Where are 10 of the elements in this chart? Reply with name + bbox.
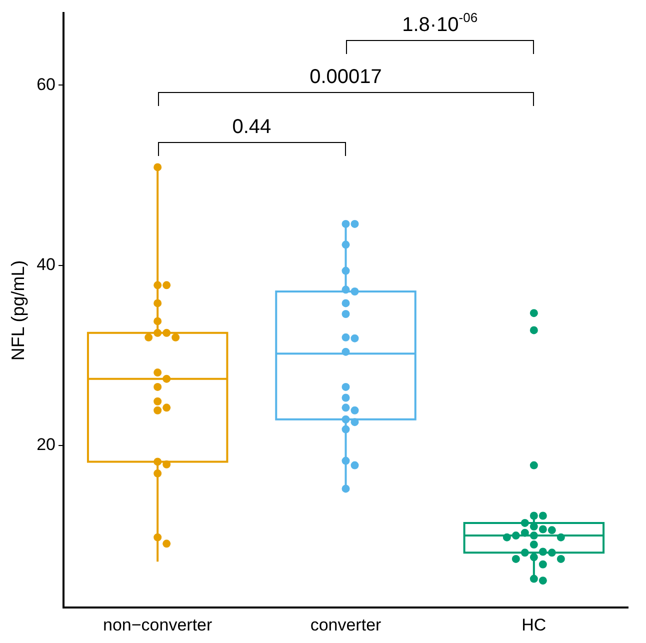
x-tick-label: converter (310, 615, 382, 634)
x-tick-label: non−converter (103, 615, 213, 634)
y-tick-label: 60 (36, 74, 56, 94)
y-tick-label: 40 (36, 255, 56, 274)
x-tick-label: HC (522, 615, 546, 634)
annotation: 1.8·10$^{-06}$ (402, 10, 478, 36)
y-tick-label: 20 (36, 435, 56, 454)
annotation: 0.00017 (310, 66, 382, 88)
annotation: 0.44 (232, 116, 272, 138)
y-axis-title: NFL (pg/mL) (8, 260, 28, 361)
